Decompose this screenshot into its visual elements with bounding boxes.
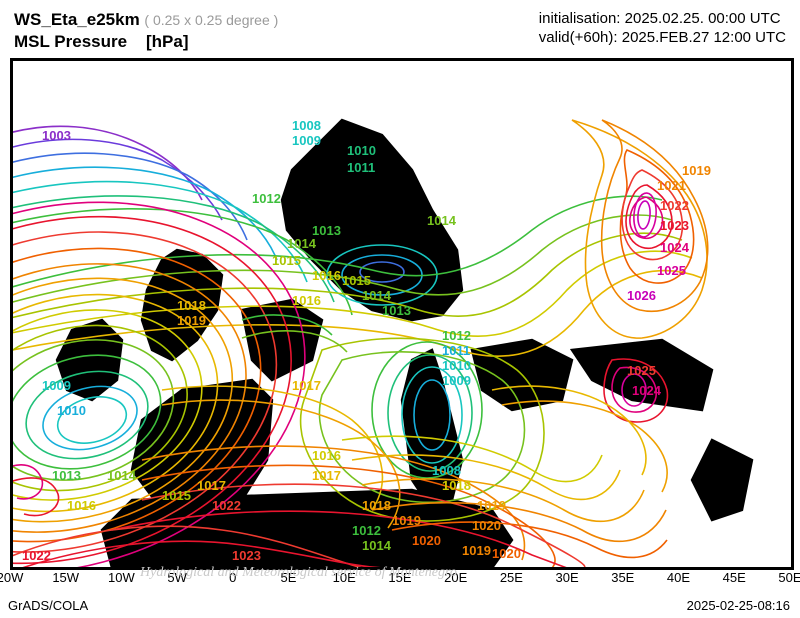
isobar-label-1010: 1010 xyxy=(347,143,376,158)
isobar-label-1016top: 1016 xyxy=(312,268,341,283)
init-time-row: initialisation: 2025.02.25. 00:00 UTC xyxy=(539,10,786,27)
isobar-label-1020medB: 1020 xyxy=(492,546,521,561)
isobar-label-1018adria: 1018 xyxy=(442,478,471,493)
map-panel[interactable]: 1003 1008 1009 1010 1011 1012 1013 1014 … xyxy=(10,58,794,570)
isobar-label-1019sp: 1019 xyxy=(392,513,421,528)
isobar-label-1013: 1013 xyxy=(312,223,341,238)
isobar-label-1009b: 1009 xyxy=(292,133,321,148)
isobar-label-1015top: 1015 xyxy=(272,253,301,268)
isobar-label-1026r: 1026 xyxy=(627,288,656,303)
title-block: WS_Eta_e25km ( 0.25 x 0.25 degree ) MSL … xyxy=(14,10,278,52)
isobar-label-1024r2: 1024 xyxy=(632,383,662,398)
x-tick-13: 45E xyxy=(723,570,746,585)
isobar-label-1019medB: 1019 xyxy=(462,543,491,558)
title-unit: [hPa] xyxy=(146,32,189,51)
isobar-label-1022: 1022 xyxy=(212,498,241,513)
isobar-label-1012itbot: 1012 xyxy=(352,523,381,538)
isobar-label-1009atl: 1009 xyxy=(42,378,71,393)
isobar-label-1021: 1021 xyxy=(657,178,686,193)
isobar-label-1023r: 1023 xyxy=(660,218,689,233)
isobar-label-1019: 1019 xyxy=(177,313,206,328)
x-tick-10: 30E xyxy=(556,570,579,585)
isobar-label-1015atl: 1015 xyxy=(162,488,191,503)
title-field-name: MSL Pressure xyxy=(14,32,127,51)
isobar-label-1020sp: 1020 xyxy=(412,533,441,548)
isobar-label-1018sp: 1018 xyxy=(362,498,391,513)
isobar-label-1013it: 1013 xyxy=(382,303,411,318)
x-tick-14: 50E xyxy=(778,570,800,585)
isobar-label-1003: 1003 xyxy=(42,128,71,143)
isobar-label-1025r: 1025 xyxy=(657,263,686,278)
isobar-label-1017w: 1017 xyxy=(292,378,321,393)
x-tick-12: 40E xyxy=(667,570,690,585)
isobar-contour-svg: 1003 1008 1009 1010 1011 1012 1013 1014 … xyxy=(12,60,792,568)
isobar-label-1008it: 1008 xyxy=(432,463,461,478)
isobar-label-1019right: 1019 xyxy=(682,163,711,178)
isobar-label-1024r: 1024 xyxy=(660,240,690,255)
isobar-label-1020adria: 1020 xyxy=(472,518,501,533)
isobar-label-1023: 1023 xyxy=(232,548,261,563)
isobar-label-1014atl: 1014 xyxy=(107,468,137,483)
valid-value: 2025.FEB.27 12:00 UTC xyxy=(622,29,786,46)
isobar-label-1012it: 1012 xyxy=(442,328,471,343)
isobar-label-1014it2: 1014 xyxy=(362,288,392,303)
isobar-label-1014itbot: 1014 xyxy=(362,538,392,553)
isobar-label-1025r2: 1025 xyxy=(627,363,656,378)
isobar-label-1019adria: 1019 xyxy=(477,498,506,513)
init-value: 2025.02.25. 00:00 UTC xyxy=(625,10,781,27)
title-model-name: WS_Eta_e25km xyxy=(14,10,140,29)
x-tick-9: 25E xyxy=(500,570,523,585)
footer-source: GrADS/COLA xyxy=(8,598,88,613)
isobar-label-1010atl: 1010 xyxy=(57,403,86,418)
source-watermark: Hydrological and Meteorological service … xyxy=(140,565,457,581)
isobar-label-1015it: 1015 xyxy=(342,273,371,288)
isobar-label-1016sp: 1016 xyxy=(312,448,341,463)
x-tick-1: 15W xyxy=(52,570,79,585)
valid-label: valid(+60h): xyxy=(539,29,618,46)
isobar-label-1017atl: 1017 xyxy=(197,478,226,493)
isobar-label-1008: 1008 xyxy=(292,118,321,133)
isobar-label-1016it: 1016 xyxy=(292,293,321,308)
valid-time-row: valid(+60h): 2025.FEB.27 12:00 UTC xyxy=(539,29,786,46)
isobar-label-1011it: 1011 xyxy=(442,343,470,358)
isobar-label-1013atl: 1013 xyxy=(52,468,81,483)
isobar-label-1017sp: 1017 xyxy=(312,468,341,483)
isobar-label-1014scand: 1014 xyxy=(427,213,457,228)
weather-map-root: WS_Eta_e25km ( 0.25 x 0.25 degree ) MSL … xyxy=(0,0,800,618)
isobar-label-1022r: 1022 xyxy=(660,198,689,213)
isobar-label-1009it: 1009 xyxy=(442,373,471,388)
isobar-label-1012top: 1012 xyxy=(252,191,281,206)
isobar-label-1022b: 1022 xyxy=(22,548,51,563)
footer-timestamp: 2025-02-25-08:16 xyxy=(687,598,790,613)
init-label: initialisation: xyxy=(539,10,621,27)
title-resolution: ( 0.25 x 0.25 degree ) xyxy=(144,12,278,28)
x-tick-2: 10W xyxy=(108,570,135,585)
x-tick-0: 20W xyxy=(0,570,23,585)
run-info-block: initialisation: 2025.02.25. 00:00 UTC va… xyxy=(539,10,786,48)
header-section: WS_Eta_e25km ( 0.25 x 0.25 degree ) MSL … xyxy=(0,6,800,56)
isobar-label-1016atl: 1016 xyxy=(67,498,96,513)
isobar-label-1010it: 1010 xyxy=(442,358,471,373)
x-tick-11: 35E xyxy=(611,570,634,585)
isobar-label-1014top: 1014 xyxy=(287,236,317,251)
isobar-label-1011: 1011 xyxy=(347,160,375,175)
y-axis[interactable]: N N N N N N N N xyxy=(0,58,12,566)
isobar-label-1018: 1018 xyxy=(177,298,206,313)
